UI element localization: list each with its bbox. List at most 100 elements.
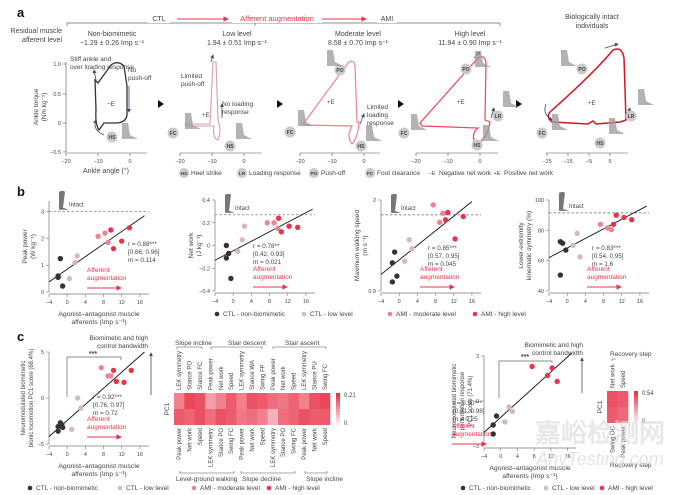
heatmap-col-label: LEK symmetry [271,428,277,467]
progression-arrow-icon [398,100,404,108]
row-label-line2: afferent level [22,37,62,44]
gait-phase-badge [334,64,346,76]
stat-text: r = 0.88*** [128,241,157,248]
gait-phase-badge [224,140,236,152]
group-bracket [304,471,328,474]
data-point [271,220,277,226]
x-tick-label: 4 [584,299,587,305]
data-point [391,249,398,255]
gait-phase-badge [625,110,637,122]
heatmap-cell [215,393,227,409]
prosthesis-illustration [411,114,427,130]
legend-marker [27,485,33,491]
ami-bg [377,13,397,23]
legend-badge [237,168,247,178]
regression-line [380,201,473,275]
condition-value: −1.29 ± 0.26 Imp s⁻¹ [80,40,145,47]
data-point [549,365,555,371]
heatmap-cell [267,393,279,409]
data-point [557,272,564,278]
y-tick-label: 60 [538,259,544,265]
data-point [597,221,604,227]
intact-leg-icon [225,193,235,213]
data-point [228,275,234,282]
a-xtick-label: −10 [207,159,216,165]
legend-marker [460,485,466,491]
x-tick-label: 16 [637,299,643,305]
stat-text: [0.42, 0.93] [253,251,285,258]
gait-phase-badge-text: HS [597,141,605,147]
heatmap-row-label: PC1 [164,402,171,415]
heatmap-group-label: Slope decline [242,476,281,483]
heatmap-col-label: Swing FC [229,427,235,454]
bandwidth-annotation: control bandwidth [532,350,583,357]
panel-c-content: −5 0 5 −4 0 4 8 12 16 Neuromodulated biomimetic bi… [21,335,654,483]
a-xtick-label: 5 [608,159,611,165]
data-point [452,236,458,242]
x-tick-label: −4 [378,299,384,305]
legend-badge-text: LR [239,171,246,177]
data-point [121,379,127,386]
legend-marker [387,311,393,317]
heatmap-cell [174,393,185,409]
heatmap-col-label: Net work [188,427,194,452]
stat-text: m = 1.6 [592,261,614,268]
aug-label: Afferent [87,267,110,274]
scatter-perturbation-pc1: −3 0 3 −4 0 4 8 12 16 Neuromodulated biomimetic pe… [452,352,576,480]
panel-c-legends: CTL - non-biomimetic CTL - low level AMI -… [27,485,653,492]
colorbar-segment [336,418,340,423]
significance-bracket [498,360,553,398]
direction-arrow-icon [92,69,97,81]
bandwidth-annotation: Biomimetic and high [524,342,583,349]
regression-line [48,351,145,437]
condition-value: 8.58 ± 0.70 Imp s⁻¹ [328,40,389,47]
data-point [629,217,635,223]
data-point [604,225,610,231]
gait-phase-badge-text: FC [539,131,546,137]
intact-label: Intact [69,203,84,209]
data-point [401,258,408,264]
heatmap-cell [267,409,279,425]
colorbar-segment [336,415,340,419]
data-point [223,255,230,261]
heatmap-cell [288,393,300,409]
a-xtick-label: −10 [443,159,452,165]
data-point [406,237,412,243]
data-point [577,254,583,260]
data-point [286,223,292,229]
heatmap-col-label: Speed [260,428,266,445]
data-point [502,419,508,425]
intact-label: Intact [401,206,416,212]
legend-label: Positive net work [504,170,554,177]
colorbar-segment [336,421,340,426]
significance-bracket [66,356,122,397]
legend-badge [179,168,189,178]
heatmap-col-label: Swing FC [323,363,329,390]
loop-low-level [184,61,221,141]
a-ytick-label: 0.5 [53,92,61,98]
panel-a-legend: HS Heel strike LR Loading response PO Push-of… [179,168,554,178]
prosthesis-illustration [609,118,625,134]
data-point [389,279,396,285]
heatmap-col-label: Net work [312,427,318,452]
svg-text:response: response [222,109,249,116]
x-tick-label: 8 [102,300,105,306]
prosthesis-illustration [185,113,201,129]
legend-marker [191,485,197,491]
scatter-max-speed: 0.9 2 −4 0 4 8 12 16 Maximum walking speed(m s⁻¹… [354,193,481,305]
heatmap-cell [236,393,248,409]
heatmap-cell [257,393,268,409]
stat-text: m = 0.045 [428,261,457,268]
x-tick-label: 0 [499,454,502,460]
legend-marker [117,485,123,491]
y-axis-label: Neuromodulated biomimetic bionic locomoti… [21,349,35,448]
gait-phase-badge [106,131,118,143]
legend-badge-text: HS [181,171,188,177]
data-point [241,223,248,229]
regression-line [483,352,573,433]
heatmap-group-label: Stair descent [228,340,266,347]
legend-label: CTL - non-biomimetic [469,485,532,492]
annot-stiff: Stiff ankle and [70,56,111,63]
a-xtick-label: −20 [295,159,304,165]
a-xtick-label: 0 [128,159,131,165]
